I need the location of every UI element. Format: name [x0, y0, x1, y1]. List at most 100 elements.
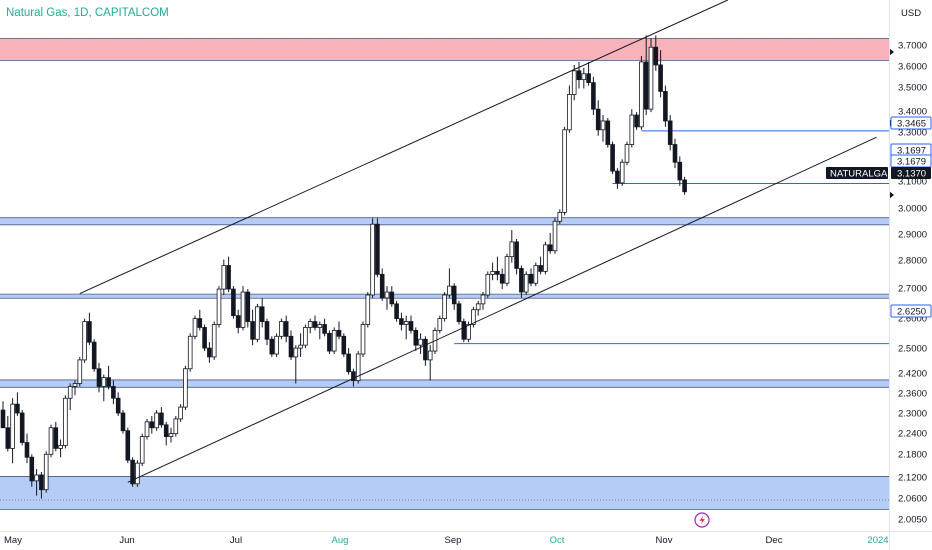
candle-down: [375, 223, 380, 275]
candle-down: [202, 327, 207, 349]
support-zone-4: [0, 476, 889, 510]
candle-up: [240, 291, 246, 328]
candle-up: [139, 436, 145, 464]
candle-up: [10, 403, 15, 449]
candle-up: [571, 70, 577, 95]
candle-down: [96, 368, 102, 387]
month-label: Aug: [332, 535, 349, 546]
candle-down: [672, 144, 678, 163]
month-label: May: [4, 535, 22, 546]
channel-upper-line: [79, 0, 729, 294]
candle-up: [154, 412, 159, 429]
candle-down: [634, 114, 639, 128]
price-tick-label: 2.3600: [898, 389, 927, 400]
month-label: 2024: [867, 535, 888, 546]
price-tick-label: 2.1200: [898, 473, 927, 484]
candle-down: [341, 335, 347, 355]
price-axis[interactable]: 3.7000 3.6000 3.5000 3.4000 3.3000 3.1000 3.00…: [898, 41, 927, 526]
candle-up: [279, 321, 284, 337]
candle-up: [221, 265, 227, 290]
candle-down: [5, 427, 11, 449]
candle-up: [178, 406, 183, 420]
candle-up: [365, 294, 371, 325]
candle-down: [264, 321, 270, 340]
candle-down: [538, 265, 543, 272]
candle-down: [499, 273, 505, 284]
price-tick-label: 2.0050: [898, 515, 927, 526]
candle-down: [283, 321, 289, 337]
price-tick-label: 3.7000: [898, 41, 927, 52]
price-tick-label: 2.6000: [898, 314, 927, 325]
candle-up: [639, 61, 644, 128]
candle-down: [547, 244, 553, 252]
last-price-tag-box: [891, 167, 931, 179]
candle-up: [355, 353, 361, 381]
candle-up: [307, 321, 313, 328]
month-label: Nov: [656, 535, 673, 546]
candle-up: [427, 350, 433, 361]
candle-down: [106, 377, 111, 387]
candle-down: [413, 329, 419, 346]
price-tick-label: 3.5000: [898, 83, 927, 94]
candle-down: [336, 329, 342, 337]
currency-label[interactable]: USD: [901, 8, 921, 19]
horizontal-lines-layer: [454, 130, 889, 345]
candle-up: [82, 321, 87, 361]
time-axis[interactable]: May Jun Jul Aug Sep Oct Nov Dec 2024: [4, 535, 889, 546]
price-tag-label: 2.6250: [897, 307, 926, 318]
month-label: Dec: [766, 535, 783, 546]
month-label: Jun: [119, 535, 134, 546]
candle-down: [394, 303, 399, 320]
candle-up: [293, 347, 299, 358]
price-tick-label: 2.5000: [898, 344, 927, 355]
candle-up: [581, 73, 587, 81]
candle-down: [207, 347, 212, 358]
candle-up: [58, 445, 63, 449]
candle-up: [101, 377, 107, 387]
month-label: Sep: [445, 535, 462, 546]
candle-up: [504, 256, 510, 284]
lightning-icon[interactable]: [694, 512, 710, 528]
candle-up: [183, 368, 188, 408]
candle-down: [615, 170, 620, 184]
candle-up: [298, 344, 303, 349]
candle-down: [24, 442, 30, 458]
candle-up: [360, 324, 366, 355]
candle-up: [442, 294, 447, 320]
price-tick-label: 3.1000: [898, 177, 927, 188]
candle-up: [63, 397, 68, 446]
candle-down: [663, 91, 668, 122]
symbol-tag-box: [826, 167, 888, 179]
candle-down: [312, 321, 318, 328]
candle-down: [29, 456, 35, 482]
candle-down: [408, 321, 414, 331]
candle-down: [226, 265, 231, 290]
candle-down: [250, 321, 255, 340]
candle-down: [259, 306, 265, 322]
candles-layer: [0, 35, 687, 499]
candle-up: [403, 321, 409, 325]
candle-down: [586, 73, 591, 84]
price-tick-label: 2.8000: [898, 256, 927, 267]
candle-down: [53, 427, 59, 449]
resistance-zone: [0, 38, 889, 61]
price-tag-label: 3.3465: [897, 119, 926, 130]
candle-down: [495, 270, 500, 275]
candle-down: [379, 273, 385, 299]
candle-down: [19, 412, 25, 443]
candle-down: [269, 338, 275, 355]
candle-down: [125, 430, 131, 461]
price-tick-label: 3.6000: [898, 62, 927, 73]
candle-up: [384, 291, 390, 299]
candle-down: [677, 161, 683, 181]
candle-down: [519, 268, 524, 293]
candle-up: [600, 120, 606, 131]
candle-down: [423, 338, 428, 361]
candle-up: [475, 303, 481, 311]
candle-down: [120, 412, 126, 432]
candle-up: [211, 324, 217, 358]
candle-up: [466, 324, 471, 340]
candle-up: [331, 329, 337, 352]
